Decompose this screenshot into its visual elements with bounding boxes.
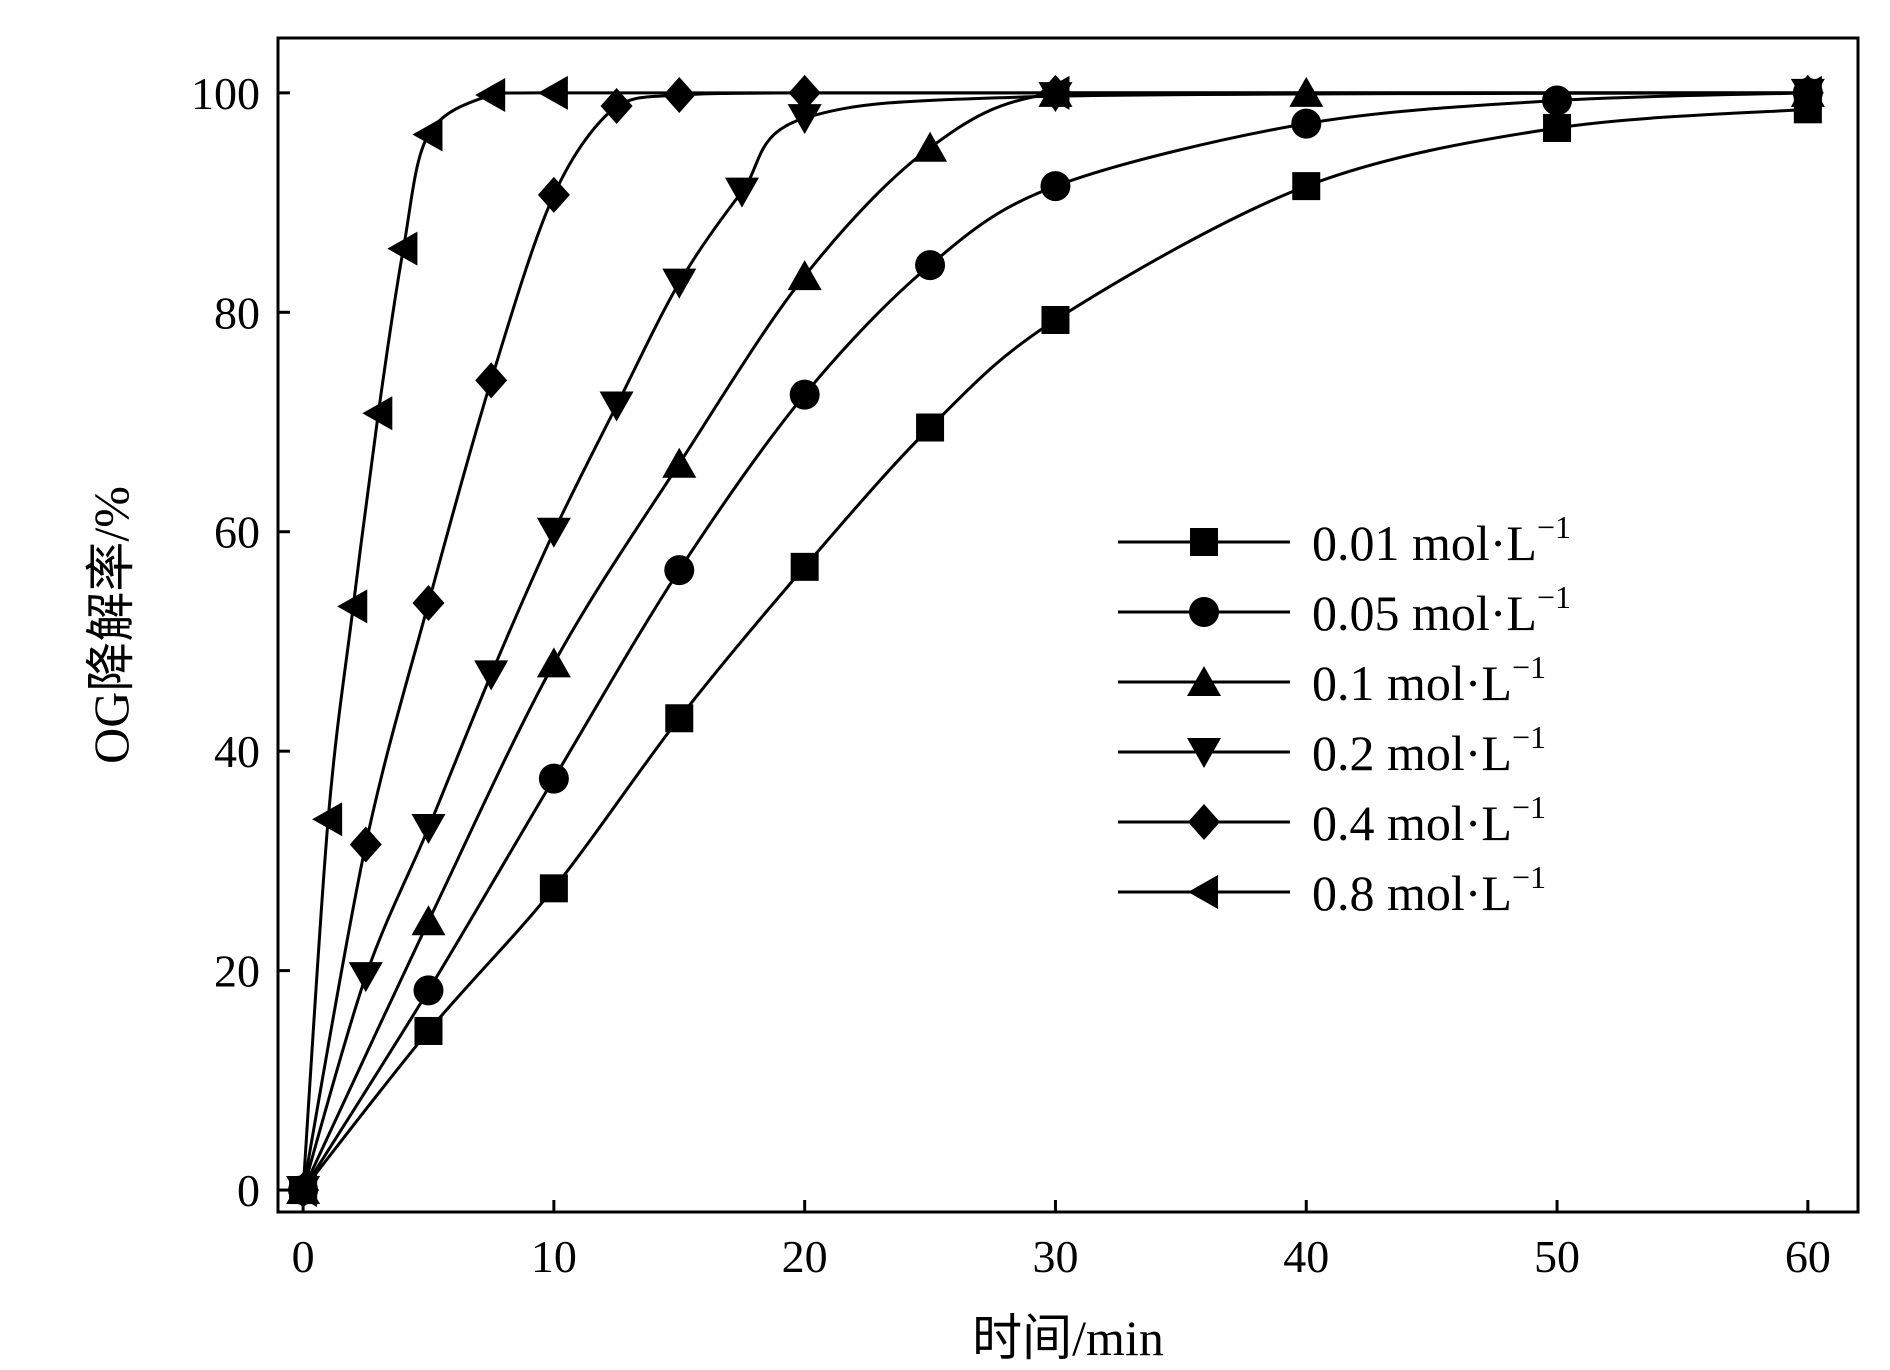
- series-line: [301, 91, 1808, 1191]
- series-line: [301, 91, 1808, 1191]
- data-point: [1292, 172, 1321, 201]
- plot-frame: [276, 36, 1860, 1214]
- y-tick-label: 20: [214, 946, 260, 997]
- data-point: [411, 813, 446, 844]
- series-0: [289, 95, 1822, 1205]
- legend-item: 0.05 mol·L−1: [1118, 579, 1571, 641]
- data-point: [600, 88, 633, 125]
- data-point: [916, 413, 945, 442]
- data-point: [915, 250, 946, 281]
- legend-label: 0.2 mol·L−1: [1312, 719, 1546, 781]
- data-point: [1542, 85, 1573, 116]
- y-tick-label: 40: [214, 726, 260, 777]
- data-point: [312, 802, 343, 837]
- x-axis-ticks: 0 10 20 30 40 50 60: [292, 1200, 1831, 1282]
- data-point: [787, 104, 822, 135]
- series-4: [287, 74, 1824, 1209]
- data-point: [1543, 113, 1572, 142]
- x-tick-label: 30: [1032, 1231, 1078, 1282]
- legend-item: 0.01 mol·L−1: [1118, 509, 1571, 571]
- data-point: [349, 826, 382, 863]
- data-point: [664, 555, 695, 586]
- data-point: [790, 552, 819, 581]
- series-line: [301, 91, 1808, 1191]
- data-point: [1791, 75, 1822, 110]
- data-point: [663, 77, 696, 114]
- data-point: [287, 1173, 318, 1208]
- legend-marker: [1187, 666, 1221, 696]
- series-1: [288, 77, 1823, 1206]
- data-point: [348, 962, 383, 993]
- data-point: [787, 260, 822, 291]
- data-point: [474, 660, 509, 691]
- data-point: [537, 75, 568, 110]
- data-point: [537, 176, 570, 213]
- data-point: [475, 78, 506, 113]
- legend-item: 0.1 mol·L−1: [1118, 649, 1546, 711]
- legend: 0.01 mol·L−1 0.05 mol·L−1 0.1 mol·L−1 0.2 m…: [1118, 509, 1571, 921]
- series-2: [286, 76, 1825, 1205]
- data-point: [789, 379, 820, 410]
- data-point: [539, 874, 568, 903]
- y-tick-label: 0: [237, 1165, 260, 1216]
- data-point: [536, 647, 571, 678]
- plot-border: [276, 36, 1860, 1214]
- legend-label: 0.8 mol·L−1: [1312, 859, 1546, 921]
- series-line: [301, 107, 1808, 1191]
- data-point: [536, 517, 571, 548]
- x-tick-label: 40: [1283, 1231, 1329, 1282]
- data-point: [662, 447, 697, 478]
- data-point: [337, 589, 368, 624]
- legend-item: 0.4 mol·L−1: [1118, 789, 1546, 851]
- data-point: [387, 231, 418, 266]
- legend-label: 0.01 mol·L−1: [1312, 509, 1571, 571]
- legend-marker: [1188, 804, 1220, 840]
- data-point: [362, 396, 393, 431]
- y-axis-title: OG降解率/%: [83, 486, 139, 764]
- x-tick-label: 10: [531, 1231, 577, 1282]
- y-tick-label: 100: [191, 68, 260, 119]
- data-point: [1039, 75, 1070, 110]
- legend-marker: [1190, 528, 1218, 556]
- data-point: [414, 1016, 443, 1045]
- data-point: [1040, 171, 1071, 202]
- legend-label: 0.1 mol·L−1: [1312, 649, 1546, 711]
- legend-marker: [1187, 738, 1221, 768]
- data-point: [1041, 305, 1070, 334]
- x-tick-label: 50: [1534, 1231, 1580, 1282]
- data-point: [411, 905, 446, 936]
- legend-label: 0.4 mol·L−1: [1312, 789, 1546, 851]
- series-3: [286, 78, 1825, 1207]
- series-layer: [286, 74, 1825, 1209]
- data-point: [412, 117, 443, 152]
- y-axis-ticks: 0 20 40 60 80 100: [191, 68, 290, 1216]
- x-axis-title: 时间/min: [972, 1310, 1164, 1366]
- data-point: [538, 763, 569, 794]
- data-point: [413, 975, 444, 1006]
- data-point: [412, 585, 445, 622]
- y-tick-label: 60: [214, 507, 260, 558]
- y-tick-label: 80: [214, 287, 260, 338]
- data-point: [1291, 108, 1322, 139]
- x-tick-label: 60: [1785, 1231, 1831, 1282]
- legend-marker: [1189, 597, 1219, 627]
- legend-item: 0.8 mol·L−1: [1118, 859, 1546, 921]
- legend-marker: [1188, 875, 1218, 909]
- data-point: [475, 362, 508, 399]
- series-5: [287, 75, 1822, 1208]
- legend-item: 0.2 mol·L−1: [1118, 719, 1546, 781]
- data-point: [662, 268, 697, 299]
- x-tick-label: 20: [782, 1231, 828, 1282]
- data-point: [665, 704, 694, 733]
- legend-label: 0.05 mol·L−1: [1312, 579, 1571, 641]
- data-point: [724, 177, 759, 208]
- data-point: [913, 131, 948, 162]
- x-tick-label: 0: [292, 1231, 315, 1282]
- data-point: [599, 391, 634, 422]
